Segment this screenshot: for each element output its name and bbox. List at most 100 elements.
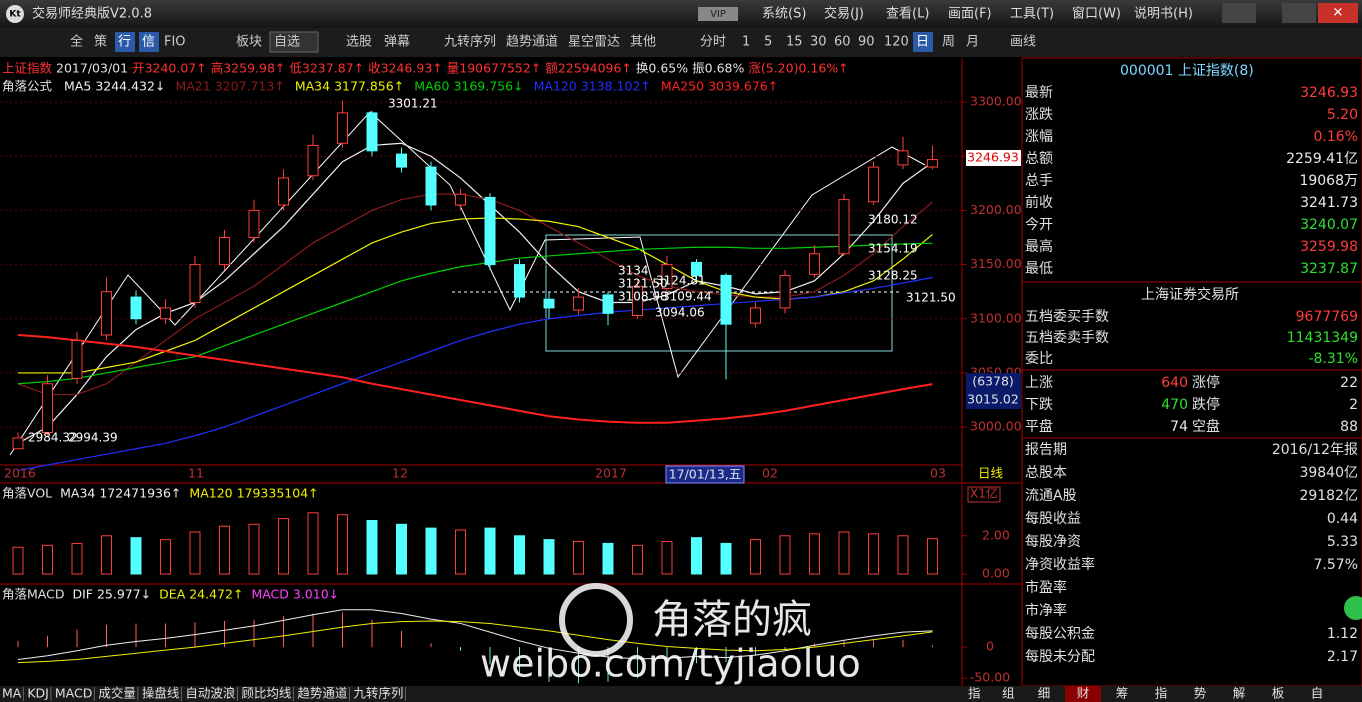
indicator-tab[interactable]: 九转序列	[353, 686, 403, 701]
menu-item[interactable]: 工具(T)	[1010, 7, 1054, 22]
finance-label: 流通A股	[1025, 488, 1077, 504]
toolbar-item[interactable]: 日	[916, 35, 929, 50]
finance-label: 总股本	[1025, 465, 1067, 481]
indicator-tab[interactable]: 趋势通道	[297, 686, 348, 701]
toolbar-item[interactable]: 选股	[346, 35, 372, 50]
candle-body	[160, 307, 171, 320]
toolbar-item[interactable]: 分时	[700, 35, 726, 50]
panel-tab[interactable]: 筹	[1116, 686, 1129, 701]
price-annotation: 3301.21	[388, 97, 438, 111]
unit-label: X1亿	[970, 486, 998, 501]
close-button[interactable]	[1318, 3, 1358, 23]
toolbar-item[interactable]: 弹幕	[384, 35, 410, 50]
indicator-tab[interactable]: MACD	[55, 686, 92, 701]
toolbar-item[interactable]: 策	[94, 34, 107, 50]
quote-value: 5.20	[1327, 107, 1358, 123]
toolbar-item[interactable]: 周	[942, 35, 955, 50]
menu-item[interactable]: 查看(L)	[886, 6, 929, 22]
menu-item[interactable]: 画面(F)	[948, 7, 992, 22]
y-tick-label: 3100.00	[970, 310, 1022, 325]
candle-body	[838, 199, 850, 255]
toolbar-item[interactable]: FIO	[164, 35, 186, 50]
ma-line	[17, 242, 933, 385]
breadth-value: 22	[1340, 375, 1358, 391]
candle-body	[42, 383, 53, 433]
info-item: 2017/03/01	[56, 61, 128, 76]
vip-badge[interactable]	[698, 7, 738, 21]
side-tab[interactable]: 组	[1002, 686, 1015, 701]
menu-item[interactable]: 说明书(H)	[1134, 7, 1193, 22]
side-tab[interactable]: 指	[968, 686, 981, 701]
vip-label: VIP	[710, 9, 726, 20]
toolbar-item[interactable]: 30	[810, 35, 827, 50]
finance-label: 市净率	[1025, 602, 1067, 619]
toolbar-item[interactable]: 5	[764, 35, 772, 50]
indicator-tab[interactable]: MA	[2, 686, 22, 701]
period-label[interactable]: 日线	[978, 466, 1004, 481]
candle-body	[897, 150, 909, 166]
y-tick-label: 3300.00	[970, 94, 1022, 109]
finance-value: 2016/12年报	[1272, 442, 1358, 458]
toolbar-item[interactable]: 行	[118, 35, 131, 50]
toolbar-item[interactable]: 全	[70, 34, 83, 50]
finance-value: 0.44	[1327, 511, 1358, 527]
toolbar-item[interactable]: 90	[858, 35, 875, 50]
candle-body	[248, 209, 260, 239]
toolbar-item[interactable]: 信	[142, 35, 155, 50]
toolbar-item[interactable]: 趋势通道	[506, 34, 558, 50]
info-item: 额22594096↑	[545, 61, 632, 76]
panel-tab[interactable]: 解	[1233, 686, 1246, 701]
toolbar-item[interactable]: 画线	[1010, 35, 1036, 50]
min-button[interactable]	[1222, 3, 1256, 23]
toolbar-item[interactable]: 15	[786, 35, 803, 50]
candle-body	[71, 339, 83, 379]
finance-value: 2.17	[1327, 649, 1358, 665]
indicator-tab[interactable]: 顾比均线	[241, 686, 292, 701]
toolbar-item[interactable]: 120	[884, 35, 909, 50]
toolbar-item[interactable]: 1	[742, 35, 750, 50]
volume-bar	[573, 541, 584, 575]
price-annotation: 3124.81	[656, 274, 706, 288]
price-annotation: 3180.12	[868, 213, 918, 227]
toolbar-item[interactable]: 九转序列	[444, 35, 496, 50]
tab-bar	[0, 686, 1362, 702]
panel-tab[interactable]: 板	[1272, 686, 1285, 701]
candle-body	[691, 261, 702, 276]
indicator-tab[interactable]: KDJ	[27, 686, 49, 701]
quote-value: 3240.07	[1300, 217, 1358, 233]
indicator-tab[interactable]: 成交量	[98, 686, 136, 701]
quote-value: 19068万	[1299, 173, 1358, 189]
menu-item[interactable]: 系统(S)	[762, 7, 806, 22]
y-tick-label: 0.00	[982, 566, 1010, 581]
breadth-value: 88	[1340, 419, 1358, 435]
candle-body	[425, 166, 437, 206]
toolbar-item[interactable]: 其他	[630, 35, 656, 50]
toolbar-item[interactable]: 板块	[236, 35, 262, 50]
toolbar-item[interactable]: 60	[834, 35, 851, 50]
watermark-name: 角落的疯	[652, 597, 812, 643]
volume-bar	[101, 535, 112, 575]
y-tick-label: 3200.00	[970, 202, 1022, 217]
dropdown-box	[269, 31, 319, 53]
legend: DEA 24.472↑	[159, 587, 243, 602]
panel-tab[interactable]: 自	[1311, 686, 1324, 701]
toolbar-item[interactable]: 自选	[274, 35, 300, 50]
panel-tab[interactable]: 财	[1077, 686, 1090, 701]
toolbar-item[interactable]: 星空雷达	[568, 35, 620, 50]
x-label: 03	[930, 466, 946, 481]
indicator-tab[interactable]: 操盘线	[142, 686, 180, 701]
volume-bar	[396, 523, 407, 575]
menu-item[interactable]: 窗口(W)	[1072, 6, 1121, 22]
menu-item[interactable]: 交易(J)	[824, 6, 864, 22]
toolbar-item[interactable]: 月	[966, 35, 979, 50]
y-tick-label: 3000.00	[970, 419, 1022, 434]
volume-bar	[927, 538, 938, 575]
ma-line	[17, 142, 933, 444]
panel-tab[interactable]: 势	[1194, 686, 1207, 701]
panel-tab[interactable]: 指	[1155, 686, 1168, 701]
quote-label: 最高	[1025, 238, 1053, 255]
formula-name: 角落公式	[2, 79, 53, 94]
max-button[interactable]	[1282, 3, 1316, 23]
indicator-tab[interactable]: 自动波浪	[185, 686, 235, 701]
panel-tab[interactable]: 细	[1038, 686, 1051, 701]
